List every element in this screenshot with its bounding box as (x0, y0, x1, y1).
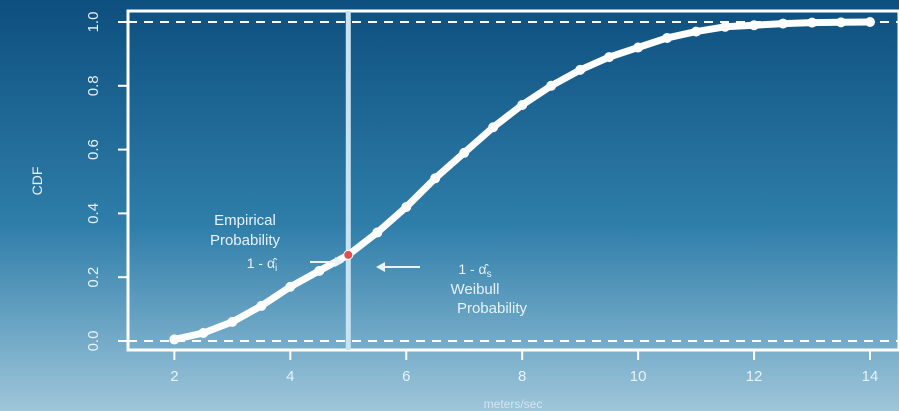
x-tick-label: 12 (746, 368, 763, 385)
plot-frame (126, 9, 899, 352)
highlight-point (344, 250, 353, 259)
x-tick-label: 8 (518, 368, 526, 385)
x-axis: 2 4 6 8 10 12 14 (170, 350, 878, 385)
y-tick-label: 0.2 (85, 267, 102, 288)
cdf-point (749, 20, 760, 31)
x-tick-label: 14 (862, 368, 879, 385)
weibull-arrowhead (376, 262, 385, 272)
cdf-point (256, 300, 267, 311)
cdf-point (517, 99, 528, 110)
cdf-point (372, 227, 383, 238)
cdf-point (227, 316, 238, 327)
cdf-point (488, 122, 499, 133)
cdf-point (575, 64, 586, 75)
y-axis: 0.0 0.2 0.4 0.6 0.8 1.0 (85, 12, 128, 352)
y-axis-label: CDF (29, 167, 45, 196)
cdf-point (633, 42, 644, 53)
cdf-point (430, 173, 441, 184)
y-tick-label: 0.0 (85, 331, 102, 352)
x-tick-label: 10 (630, 368, 647, 385)
weibull-label-line1: Weibull (451, 281, 500, 298)
cdf-point (169, 334, 180, 345)
x-tick-label: 2 (170, 368, 178, 385)
empirical-label-line1: Empirical (214, 212, 276, 229)
y-tick-label: 0.4 (85, 203, 102, 224)
weibull-label-line2: Probability (457, 300, 528, 317)
empirical-formula: 1 - α̂i (247, 255, 278, 274)
empirical-label-line2: Probability (210, 232, 281, 249)
cdf-point (604, 52, 615, 63)
y-tick-label: 0.8 (85, 75, 102, 96)
cdf-point (691, 26, 702, 37)
x-tick-label: 6 (402, 368, 410, 385)
weibull-annotation: 1 - α̂s Weibull Probability (376, 261, 528, 317)
cdf-point (459, 147, 470, 158)
weibull-formula: 1 - α̂s (458, 261, 491, 280)
empirical-arrowhead (335, 257, 344, 267)
cdf-series-points (169, 17, 876, 345)
cdf-point (807, 17, 818, 28)
x-tick-label: 4 (286, 368, 294, 385)
cdf-point (720, 21, 731, 32)
cdf-point (836, 17, 847, 28)
cdf-point (778, 18, 789, 29)
y-tick-label: 1.0 (85, 12, 102, 33)
cdf-point (865, 17, 876, 27)
cdf-point (662, 32, 673, 43)
cdf-series-line (170, 18, 874, 343)
cdf-point (546, 80, 557, 91)
y-tick-label: 0.6 (85, 139, 102, 160)
cdf-point (314, 265, 325, 276)
cdf-point (285, 281, 296, 292)
cdf-point (198, 328, 209, 339)
cdf-point (401, 202, 412, 213)
empirical-annotation: Empirical Probability 1 - α̂i (210, 212, 344, 274)
x-axis-label: meters/sec (484, 397, 543, 411)
